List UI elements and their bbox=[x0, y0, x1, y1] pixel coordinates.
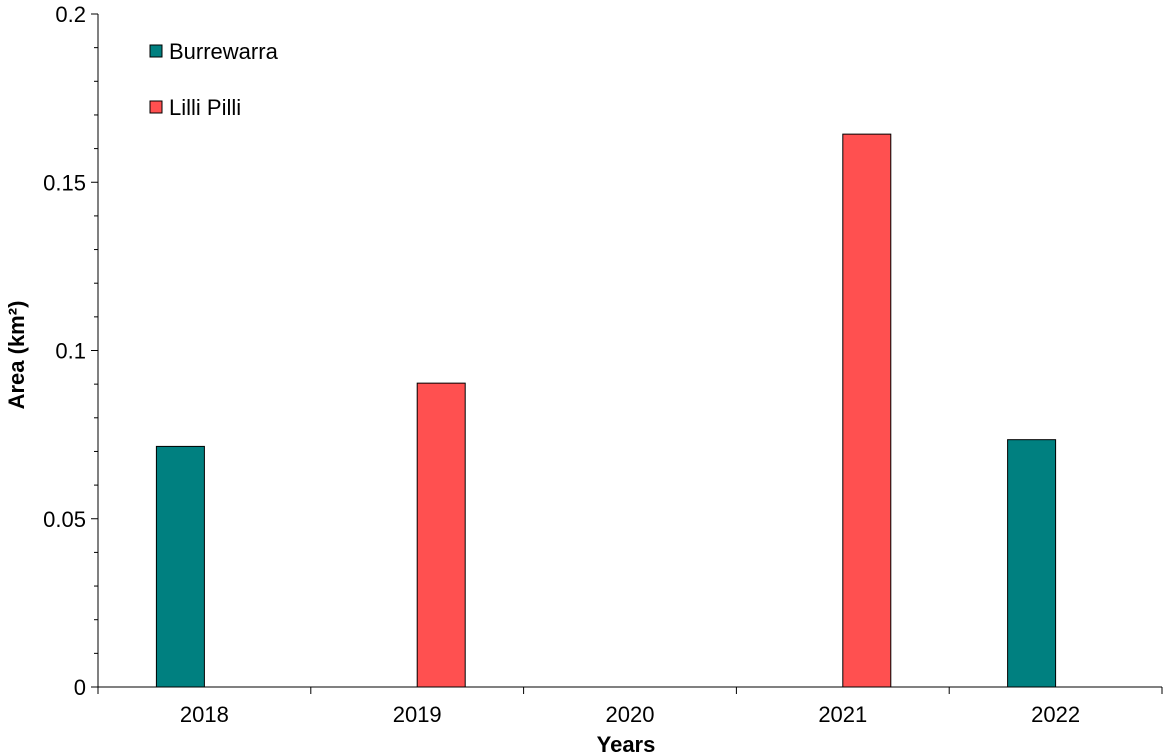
y-tick-label: 0.05 bbox=[43, 507, 86, 532]
x-tick-label: 2021 bbox=[818, 702, 867, 727]
legend-swatch-burrewarra bbox=[149, 44, 163, 58]
y-tick-label: 0.1 bbox=[55, 339, 86, 364]
x-tick-label: 2020 bbox=[606, 702, 655, 727]
x-axis-title: Years bbox=[597, 732, 656, 755]
y-tick-label: 0.2 bbox=[55, 2, 86, 27]
legend-swatch-lilli-pilli bbox=[149, 100, 163, 114]
bar-burrewarra-2022 bbox=[1007, 439, 1057, 688]
bar-lilli-pilli-2021 bbox=[842, 133, 892, 688]
legend: Burrewarra Lilli Pilli bbox=[149, 39, 279, 120]
y-tick-label: 0.15 bbox=[43, 170, 86, 195]
bars-group bbox=[155, 133, 1057, 688]
legend-label-lilli-pilli: Lilli Pilli bbox=[169, 95, 241, 120]
y-tick-label: 0 bbox=[74, 675, 86, 700]
x-tick-label: 2018 bbox=[180, 702, 229, 727]
axes-group: 0 0.05 0.1 0.15 0.2 2018 2019 2020 2021 2022 bbox=[43, 2, 1163, 727]
x-tick-label: 2022 bbox=[1031, 702, 1080, 727]
bar-lilli-pilli-2019 bbox=[416, 382, 466, 688]
bar-burrewarra-2018 bbox=[155, 445, 205, 688]
y-axis-title: Area (km²) bbox=[4, 301, 29, 410]
x-tick-label: 2019 bbox=[393, 702, 442, 727]
legend-label-burrewarra: Burrewarra bbox=[169, 39, 279, 64]
